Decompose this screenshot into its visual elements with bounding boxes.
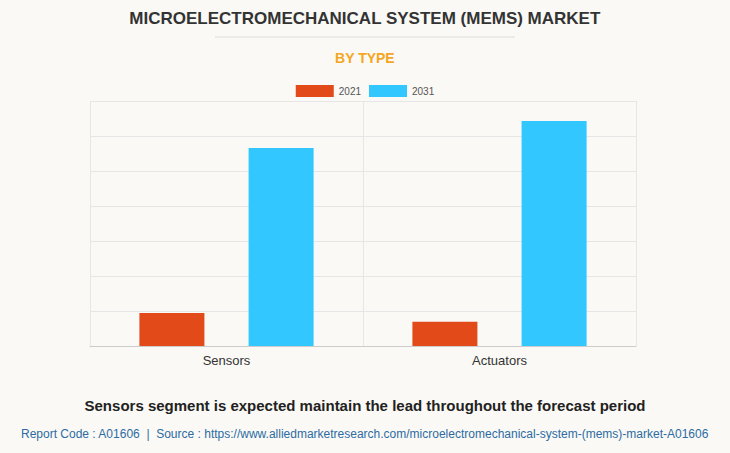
svg-text:Report Code : A01606 | Sourc: Report Code : A01606 | Source : https://…	[21, 427, 709, 441]
svg-text:BY TYPE: BY TYPE	[335, 50, 395, 66]
svg-text:MICROELECTROMECHANICAL SYSTEM: MICROELECTROMECHANICAL SYSTEM (MEMS) MAR…	[129, 9, 601, 28]
svg-text:Sensors: Sensors	[203, 353, 251, 368]
svg-text:2021: 2021	[339, 86, 362, 97]
svg-text:Actuators: Actuators	[472, 353, 527, 368]
svg-text:2031: 2031	[412, 86, 435, 97]
svg-text:Sensors segment is expected ma: Sensors segment is expected maintain the…	[85, 397, 646, 414]
